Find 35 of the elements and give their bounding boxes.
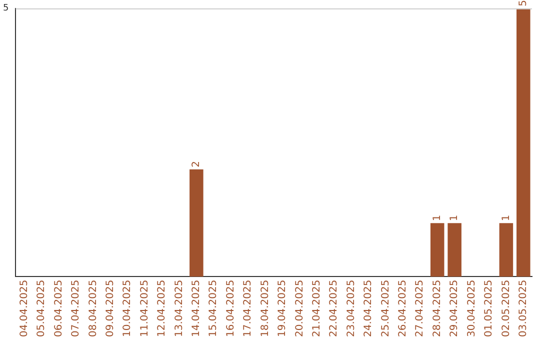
x-tick-label: 23.04.2025 (346, 280, 357, 338)
x-tick-label: 29.04.2025 (449, 280, 460, 338)
x-tick-label: 25.04.2025 (380, 280, 392, 338)
x-tick-label: 08.04.2025 (88, 280, 99, 338)
x-tick-label: 05.04.2025 (36, 280, 48, 338)
x-tick-label: 18.04.2025 (260, 280, 271, 338)
x-tick-label: 20.04.2025 (294, 280, 306, 338)
x-tick-label: 07.04.2025 (70, 280, 82, 338)
x-tick-label: 24.04.2025 (363, 280, 374, 338)
data-label: 1 (432, 214, 443, 222)
x-tick-label: 28.04.2025 (432, 280, 443, 338)
x-tick-label: 17.04.2025 (242, 280, 254, 338)
x-tick-label: 19.04.2025 (277, 280, 288, 338)
x-tick-label: 15.04.2025 (208, 280, 220, 338)
x-tick-label: 27.04.2025 (414, 280, 426, 338)
x-tick-label: 09.04.2025 (104, 280, 116, 338)
x-tick-label: 01.05.2025 (484, 280, 495, 338)
data-label: 1 (449, 214, 460, 222)
x-tick-label: 04.04.2025 (18, 280, 30, 338)
x-tick-label: 26.04.2025 (398, 280, 409, 338)
x-tick-label: 13.04.2025 (174, 280, 185, 338)
x-tick-label: 14.04.2025 (191, 280, 202, 338)
x-tick-label: 16.04.2025 (225, 280, 236, 338)
x-tick-label: 21.04.2025 (311, 280, 322, 338)
x-tick-label: 06.04.2025 (53, 280, 64, 338)
data-label: 5 (518, 0, 529, 6)
data-label: 1 (500, 214, 512, 222)
x-tick-label: 12.04.2025 (156, 280, 168, 338)
data-label: 2 (191, 161, 202, 168)
x-tick-label: 03.05.2025 (518, 280, 529, 338)
x-tick-label: 10.04.2025 (122, 280, 134, 338)
x-tick-label: 30.04.2025 (466, 280, 478, 338)
x-tick-label: 22.04.2025 (328, 280, 340, 338)
x-tick-label: 11.04.2025 (139, 280, 150, 338)
x-tick-label: 02.05.2025 (500, 280, 512, 338)
